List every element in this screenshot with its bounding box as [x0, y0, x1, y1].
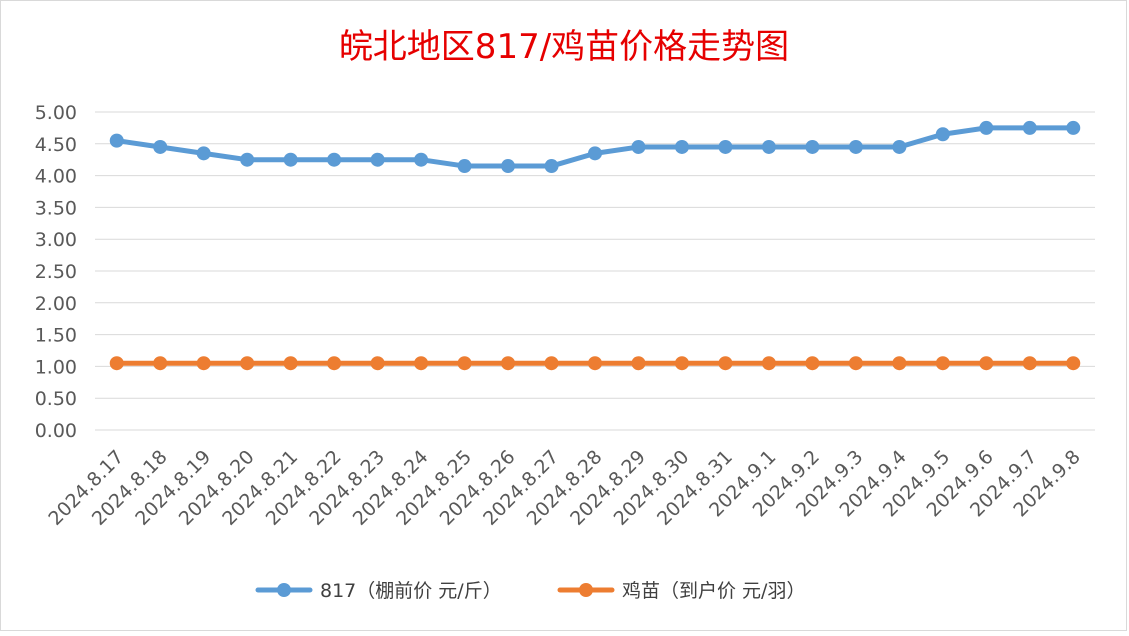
data-point	[327, 152, 342, 167]
legend-swatch-marker	[277, 583, 291, 597]
data-point	[457, 159, 472, 174]
data-point	[761, 356, 776, 371]
data-point	[370, 152, 385, 167]
data-point	[240, 356, 255, 371]
data-point	[501, 159, 516, 174]
data-point	[848, 356, 863, 371]
data-point	[1022, 356, 1037, 371]
data-point	[1066, 120, 1081, 135]
data-point	[805, 139, 820, 154]
gridlines	[95, 111, 1095, 431]
data-point	[457, 356, 472, 371]
y-tick-label: 4.50	[35, 134, 77, 156]
data-point	[892, 356, 907, 371]
data-point	[109, 356, 124, 371]
data-point	[718, 139, 733, 154]
data-point	[979, 356, 994, 371]
y-tick-label: 1.00	[35, 356, 77, 378]
y-tick-label: 5.00	[35, 102, 77, 124]
legend: 817（棚前价 元/斤） 鸡苗（到户价 元/羽）	[255, 580, 805, 602]
y-tick-label: 4.00	[35, 166, 77, 188]
data-point	[544, 159, 559, 174]
data-point	[153, 356, 168, 371]
data-point	[892, 139, 907, 154]
data-point	[327, 356, 342, 371]
data-point	[805, 356, 820, 371]
y-tick-label: 1.50	[35, 325, 77, 347]
data-point	[979, 120, 994, 135]
data-point	[153, 139, 168, 154]
data-point	[718, 356, 733, 371]
data-point	[414, 152, 429, 167]
data-point	[196, 146, 211, 161]
chart-title: 皖北地区817/鸡苗价格走势图	[339, 27, 789, 67]
data-point	[283, 152, 298, 167]
data-point	[674, 139, 689, 154]
data-point	[631, 356, 646, 371]
data-point	[935, 356, 950, 371]
data-point	[761, 139, 776, 154]
y-tick-label: 0.50	[35, 388, 77, 410]
data-point	[631, 139, 646, 154]
legend-swatch-marker	[579, 583, 593, 597]
y-tick-label: 3.00	[35, 229, 77, 251]
data-point	[196, 356, 211, 371]
y-axis-ticks: 0.00 0.50 1.00 1.50 2.00 2.50 3.00 3.50 4.00 4.50…	[35, 102, 77, 442]
data-point	[283, 356, 298, 371]
data-point	[370, 356, 385, 371]
data-point	[674, 356, 689, 371]
data-point	[240, 152, 255, 167]
data-point	[414, 356, 429, 371]
data-point	[935, 127, 950, 142]
data-point	[109, 133, 124, 148]
y-tick-label: 2.00	[35, 293, 77, 315]
data-point	[501, 356, 516, 371]
data-point	[588, 356, 602, 371]
y-tick-label: 3.50	[35, 197, 77, 219]
data-point	[1022, 120, 1037, 135]
series-group	[109, 120, 1081, 371]
data-point	[848, 139, 863, 154]
y-tick-label: 0.00	[35, 420, 77, 442]
data-point	[544, 356, 559, 371]
data-point	[588, 146, 602, 161]
data-point	[1066, 356, 1081, 371]
legend-label: 鸡苗（到户价 元/羽）	[622, 580, 805, 602]
legend-label: 817（棚前价 元/斤）	[320, 580, 502, 602]
y-tick-label: 2.50	[35, 261, 77, 283]
